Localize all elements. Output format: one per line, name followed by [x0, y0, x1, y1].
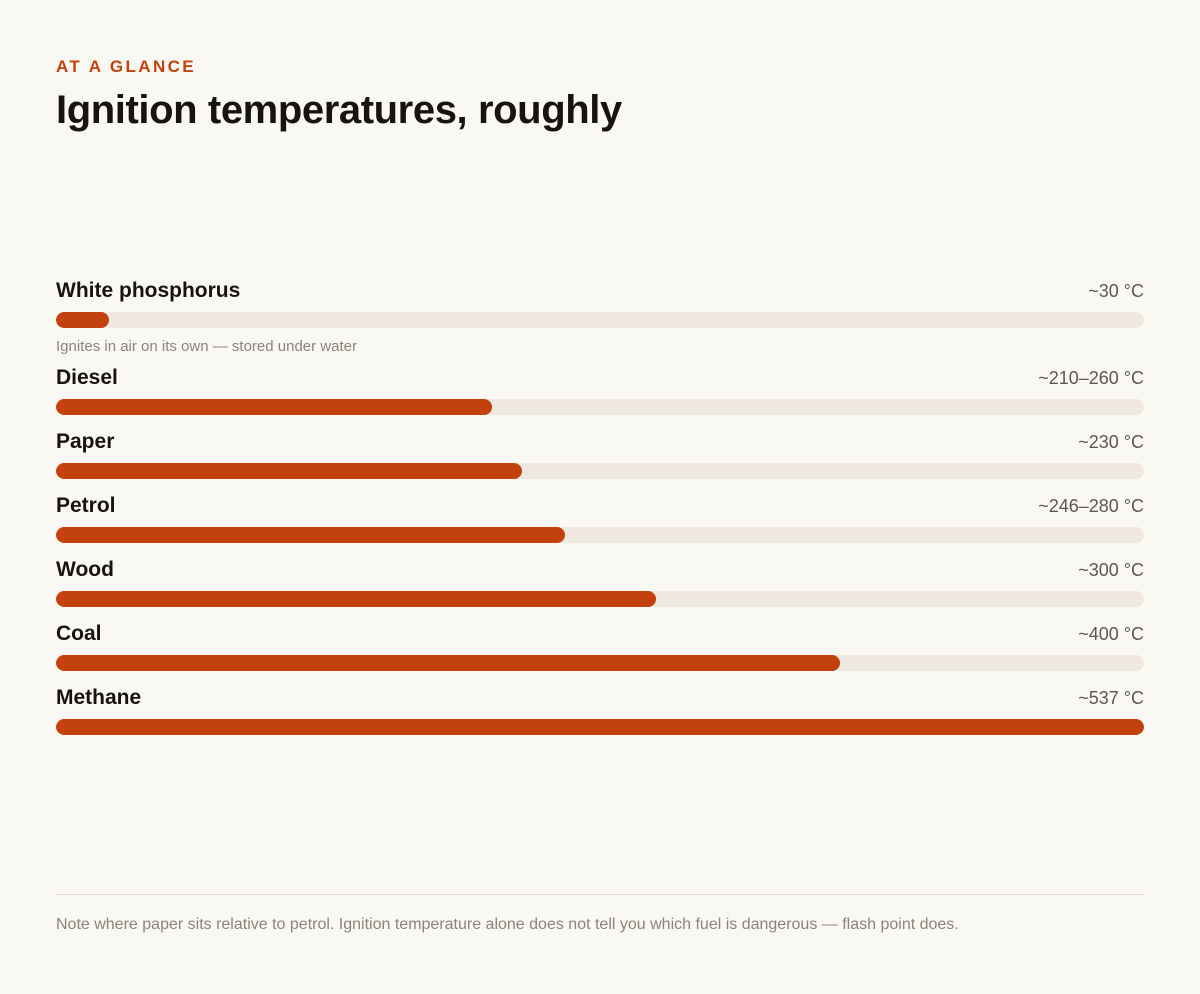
bar-category-label: Petrol: [56, 494, 116, 517]
bar-fill: [56, 312, 109, 328]
bar-value-label: ~246–280 °C: [1038, 496, 1144, 516]
bar-fill: [56, 399, 492, 415]
bar-value-label: ~230 °C: [1078, 432, 1144, 452]
divider: [56, 894, 1144, 895]
bar-row-header: Coal ~400 °C: [56, 622, 1144, 648]
bar-row-header: Methane ~537 °C: [56, 686, 1144, 712]
bar-category-label: Paper: [56, 430, 115, 453]
bar-row: White phosphorus ~30 °C Ignites in air on …: [56, 279, 1144, 355]
bar-row: Paper ~230 °C: [56, 430, 1144, 479]
bar-fill: [56, 655, 841, 671]
bar-row-header: White phosphorus ~30 °C: [56, 279, 1144, 305]
bar-row: Methane ~537 °C: [56, 686, 1144, 735]
bar-fill: [56, 527, 565, 543]
bar-track: [56, 527, 1144, 543]
bar-value-label: ~400 °C: [1078, 624, 1144, 644]
footnote: Note where paper sits relative to petrol…: [56, 916, 959, 933]
bar-row-header: Wood ~300 °C: [56, 558, 1144, 584]
bar-track: [56, 719, 1144, 735]
bar-fill: [56, 719, 1144, 735]
page-title: Ignition temperatures, roughly: [56, 88, 622, 132]
bar-fill: [56, 591, 656, 607]
bar-value-label: ~210–260 °C: [1038, 368, 1144, 388]
bar-row-header: Diesel ~210–260 °C: [56, 366, 1144, 392]
bar-row-header: Petrol ~246–280 °C: [56, 494, 1144, 520]
bar-row: Diesel ~210–260 °C: [56, 366, 1144, 415]
bar-category-label: Coal: [56, 622, 102, 645]
bar-value-label: ~30 °C: [1088, 281, 1144, 301]
bar-category-label: White phosphorus: [56, 279, 241, 302]
bar-value-label: ~300 °C: [1078, 560, 1144, 580]
bar-note: Ignites in air on its own — stored under…: [56, 338, 357, 355]
ignition-bar-chart: White phosphorus ~30 °C Ignites in air on …: [56, 279, 1144, 750]
bar-category-label: Methane: [56, 686, 142, 709]
bar-track: [56, 591, 1144, 607]
eyebrow-label: AT A GLANCE: [56, 57, 197, 76]
bar-track: [56, 399, 1144, 415]
bar-row: Wood ~300 °C: [56, 558, 1144, 607]
bar-category-label: Diesel: [56, 366, 118, 389]
bar-track: [56, 312, 1144, 328]
bar-value-label: ~537 °C: [1078, 688, 1144, 708]
bar-row: Coal ~400 °C: [56, 622, 1144, 671]
bar-fill: [56, 463, 522, 479]
bar-row: Petrol ~246–280 °C: [56, 494, 1144, 543]
bar-track: [56, 463, 1144, 479]
bar-row-header: Paper ~230 °C: [56, 430, 1144, 456]
bar-track: [56, 655, 1144, 671]
bar-category-label: Wood: [56, 558, 114, 581]
